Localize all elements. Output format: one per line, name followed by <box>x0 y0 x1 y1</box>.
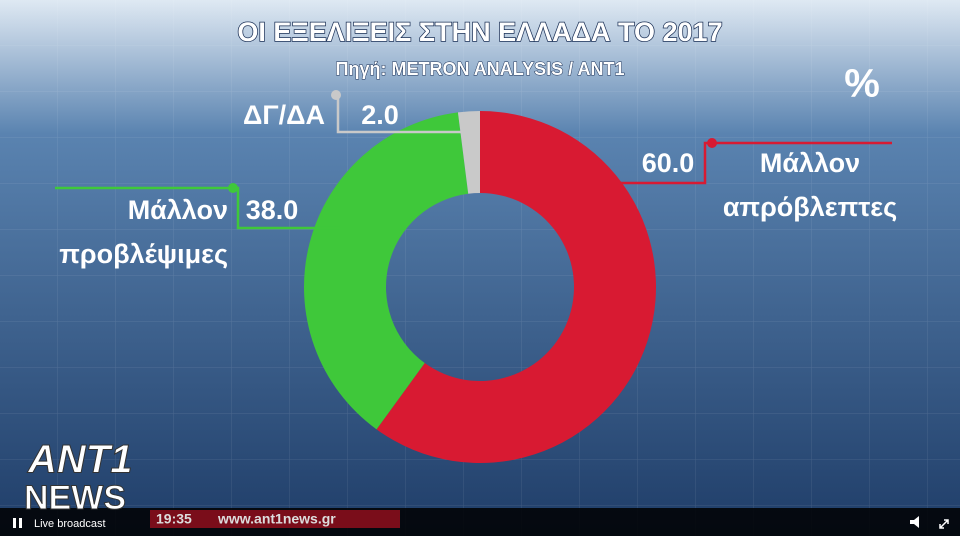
value-label: 38.0 <box>246 195 299 225</box>
leader-dot <box>331 90 341 100</box>
unit-label: % <box>844 62 880 106</box>
value-label: 2.0 <box>361 100 399 130</box>
logo-top: ANT1 <box>27 438 132 482</box>
fullscreen-button[interactable] <box>939 519 949 529</box>
ticker <box>150 510 400 528</box>
slice <box>304 112 469 430</box>
slice <box>376 111 656 463</box>
value-label: 60.0 <box>642 148 695 178</box>
chart-subtitle: Πηγή: METRON ANALYSIS / ANT1 <box>335 59 624 79</box>
slice <box>457 111 480 194</box>
pause-button-bar[interactable] <box>19 518 22 528</box>
donut <box>304 111 656 463</box>
pause-button[interactable] <box>13 518 16 528</box>
chart-title: ΟΙ ΕΞΕΛΙΞΕΙΣ ΣΤΗΝ ΕΛΛΑΔΑ ΤΟ 2017 <box>237 17 722 47</box>
leader-line <box>612 141 892 185</box>
category-label: Μάλλον προβλέψιμες <box>59 195 228 269</box>
leader-line <box>336 95 462 134</box>
leader-line <box>55 186 340 230</box>
ticker-url: www.ant1news.gr <box>217 511 336 527</box>
category-label: ΔΓ/ΔΑ <box>243 100 325 130</box>
category-label: Μάλλον απρόβλεπτες <box>723 148 897 222</box>
player-bar <box>0 508 960 536</box>
ticker-time: 19:35 <box>156 511 192 527</box>
player-status: Live broadcast <box>34 518 106 530</box>
volume-button[interactable] <box>910 516 919 528</box>
leader-dot <box>228 183 238 193</box>
slice-labels: 60.0 Μάλλον απρόβλεπτες 38.0 Μάλλον προβλέψιμ… <box>55 90 897 269</box>
leader-dot <box>707 138 717 148</box>
logo-bottom: NEWS <box>24 479 126 517</box>
